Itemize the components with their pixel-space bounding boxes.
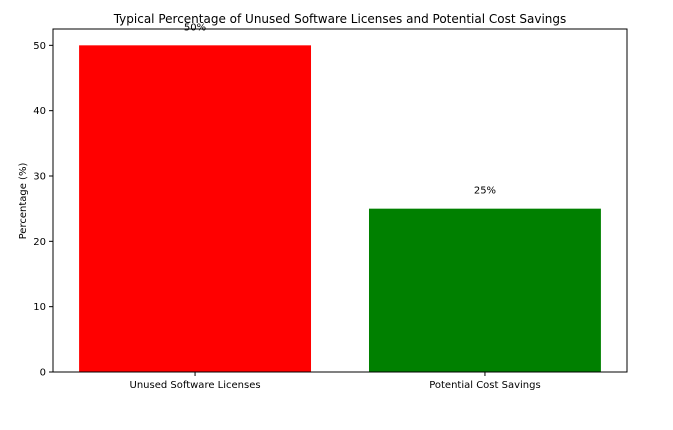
labels-layer: 50% 25% <box>184 22 496 196</box>
y-tick-label: 20 <box>33 237 46 248</box>
y-tick-label: 40 <box>33 106 46 117</box>
bar <box>79 45 312 372</box>
y-tick-label: 50 <box>33 41 46 52</box>
y-tick-label: 30 <box>33 172 46 183</box>
bar <box>368 208 601 372</box>
chart-title: Typical Percentage of Unused Software Li… <box>113 12 567 26</box>
y-tick-label: 10 <box>33 302 46 313</box>
data-label: 25% <box>474 186 496 197</box>
plot-frame <box>52 28 628 373</box>
y-axis-label: Percentage (%) <box>18 163 29 240</box>
bars-layer <box>79 45 601 372</box>
x-tick-label: Potential Cost Savings <box>429 380 540 391</box>
ticks-layer: Unused Software Licenses Potential Cost S… <box>33 41 540 391</box>
x-tick-label: Unused Software Licenses <box>130 380 261 391</box>
y-tick-label: 0 <box>40 368 46 379</box>
data-label: 50% <box>184 22 206 33</box>
